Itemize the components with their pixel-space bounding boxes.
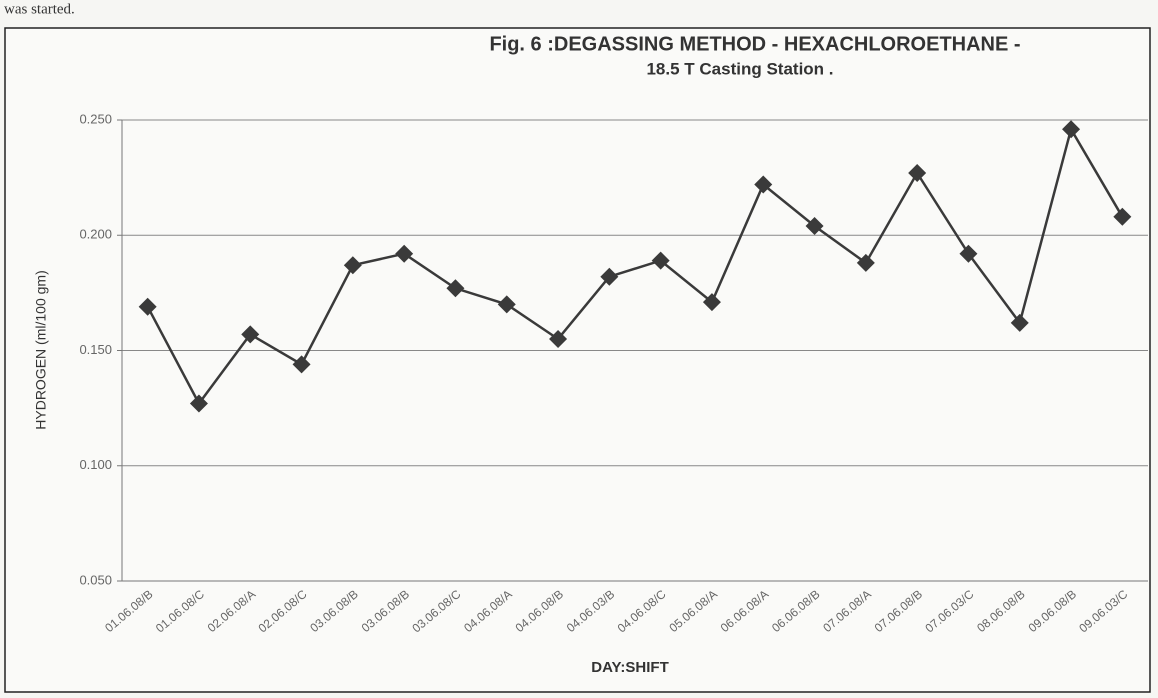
data-point (1113, 207, 1132, 226)
x-axis-label: DAY:SHIFT (591, 659, 669, 676)
data-point (395, 244, 414, 263)
data-point (805, 217, 824, 236)
data-point (1010, 313, 1029, 332)
data-point (343, 256, 362, 275)
chart-subtitle: 18.5 T Casting Station . (646, 59, 833, 78)
chart-title: Fig. 6 :DEGASSING METHOD - HEXACHLOROETH… (489, 33, 1020, 55)
data-point (292, 355, 311, 374)
data-point (908, 164, 927, 183)
y-tick-label: 0.200 (79, 227, 112, 242)
data-point (497, 295, 516, 314)
y-tick-label: 0.050 (79, 572, 112, 587)
caption-text: was started. (4, 1, 75, 17)
y-tick-label: 0.250 (79, 111, 112, 126)
y-axis-label: HYDROGEN (ml/100 gm) (33, 270, 49, 429)
data-point (138, 297, 157, 316)
y-tick-label: 0.100 (79, 457, 112, 472)
data-point (549, 329, 568, 348)
data-point (446, 279, 465, 298)
data-line (146, 125, 1124, 406)
data-point (856, 253, 875, 272)
y-tick-label: 0.150 (79, 342, 112, 357)
data-point (189, 394, 208, 413)
data-point (959, 244, 978, 263)
data-point (754, 175, 773, 194)
data-point (1062, 120, 1081, 139)
data-point (651, 251, 670, 270)
data-point (600, 267, 619, 286)
data-point (241, 325, 260, 344)
data-point (702, 293, 721, 312)
